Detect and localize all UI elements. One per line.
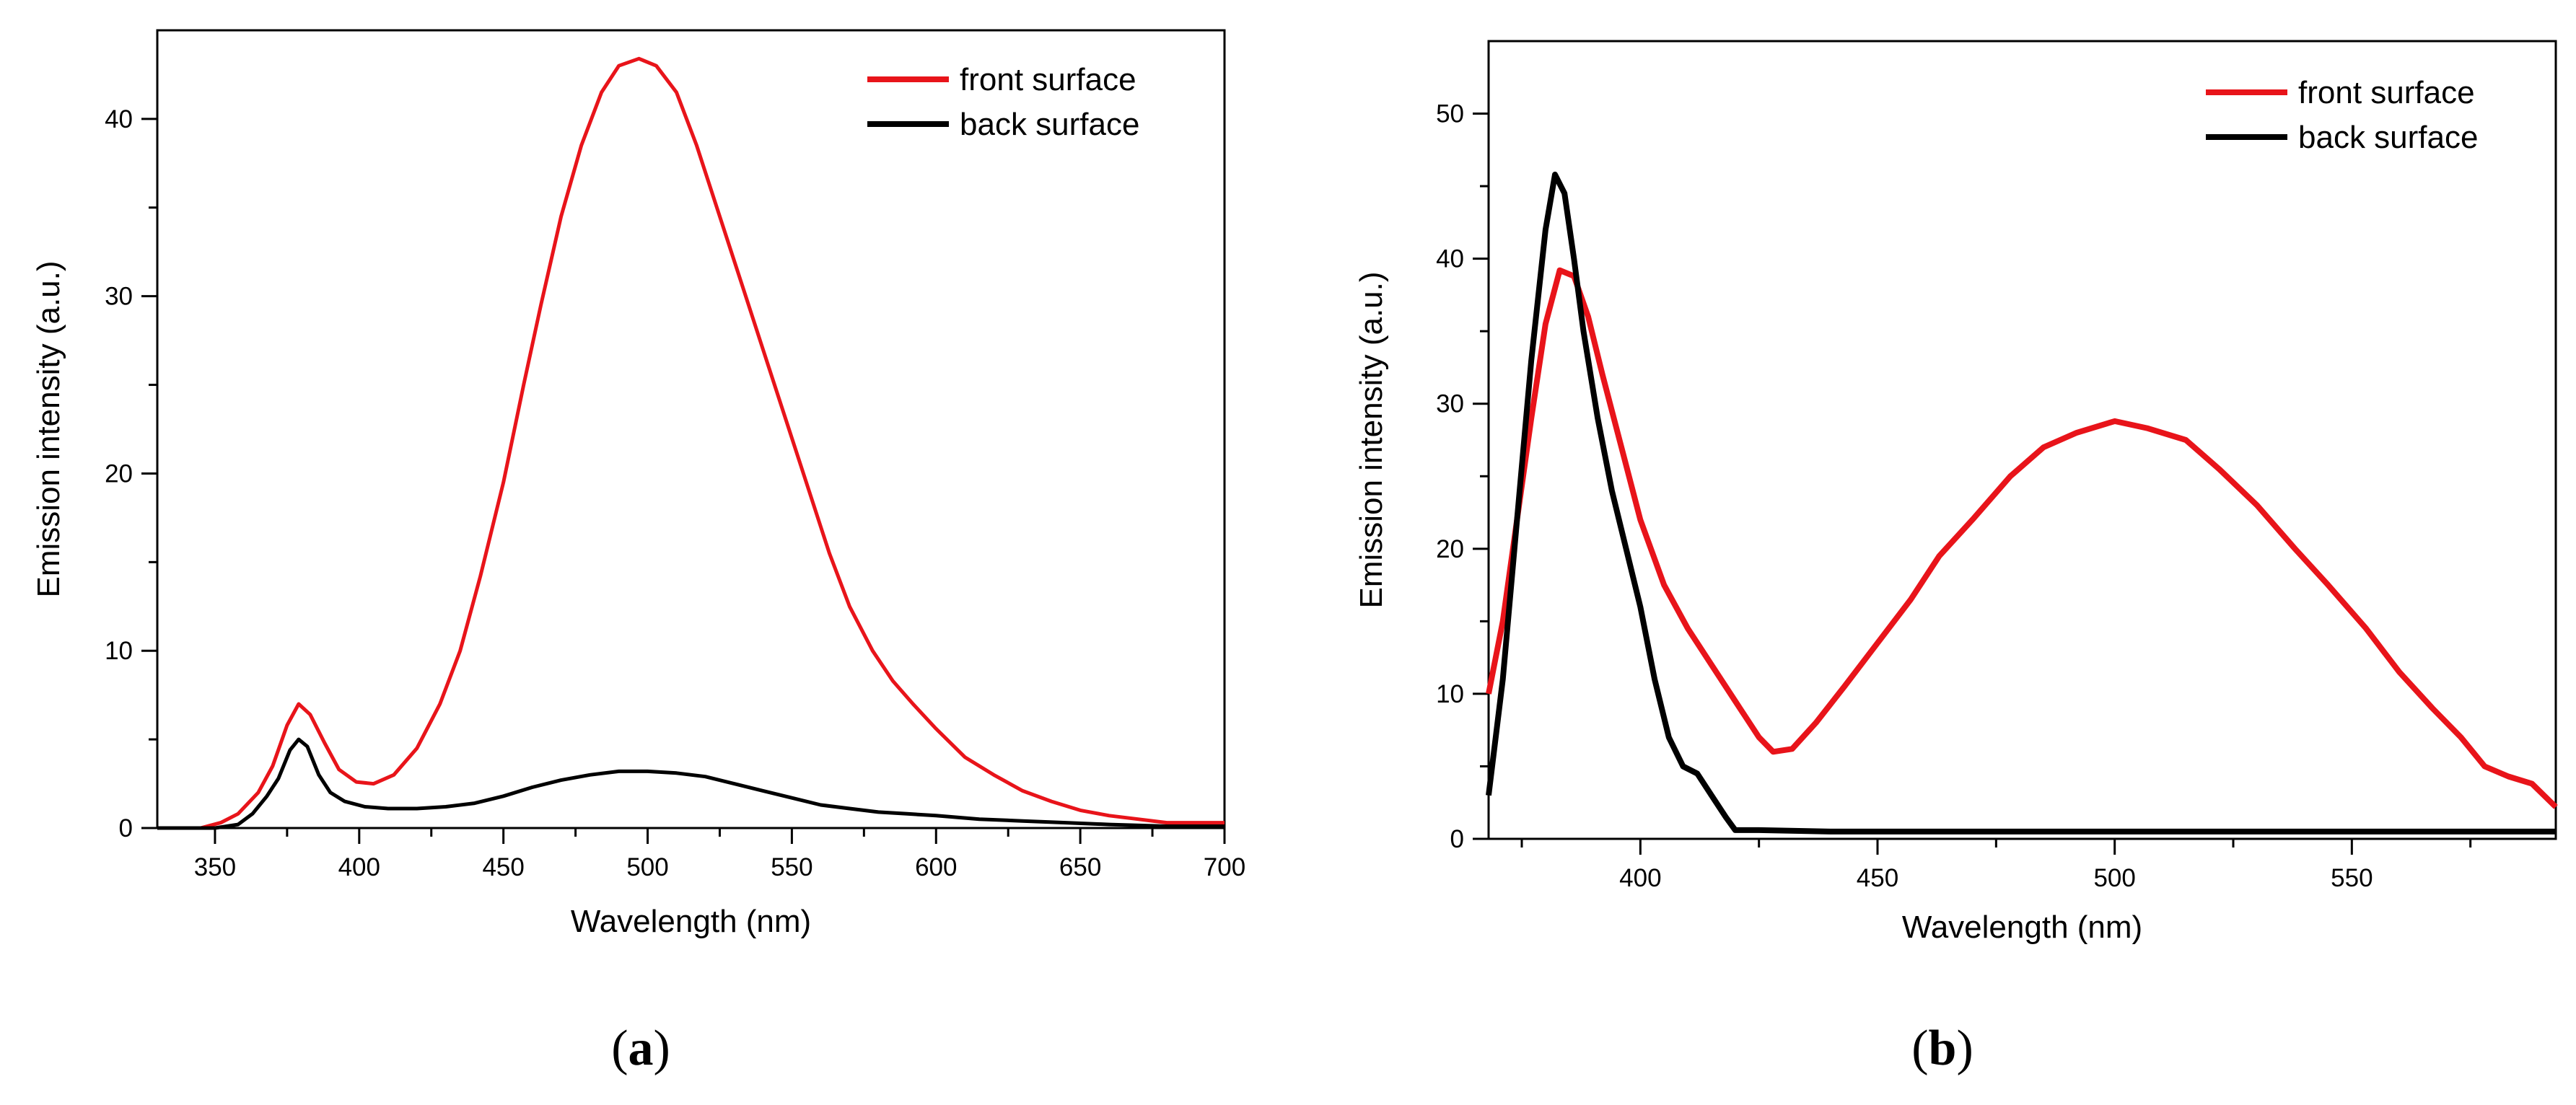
panel-b-caption-letter: b: [1929, 1021, 1957, 1076]
y-tick-label: 10: [1436, 680, 1464, 708]
y-tick-label: 0: [1450, 825, 1464, 853]
panel-a-ticks: 350 400 450 500 550 600 650 700 0 10 20 30 40: [105, 105, 1245, 881]
panel-b-legend: front surface back surface: [2206, 75, 2478, 155]
panel-b-legend-front-label: front surface: [2298, 75, 2475, 110]
x-tick-label: 650: [1059, 853, 1101, 881]
panel-a-x-axis-title: Wavelength (nm): [571, 904, 811, 939]
y-tick-label: 20: [1436, 535, 1464, 563]
panel-a-plot-frame: [156, 29, 1226, 829]
panel-b-y-axis-title: Emission intensity (a.u.): [1354, 271, 1389, 608]
series-front-surface-line: [1486, 267, 2558, 809]
panel-a-caption: (a): [611, 1021, 670, 1076]
panel-b-series: [1486, 172, 2558, 835]
y-tick-label: 10: [105, 637, 133, 665]
series-back-surface-line: [157, 737, 1225, 830]
panel-b-caption: (b): [1911, 1021, 1973, 1076]
x-tick-label: 500: [2093, 864, 2135, 892]
y-tick-label: 40: [1436, 245, 1464, 273]
x-tick-label: 500: [626, 853, 668, 881]
panel-a: 350 400 450 500 550 600 650 700 0 10 20 30 40 Wavele…: [31, 29, 1245, 1076]
y-tick-label: 40: [105, 105, 133, 133]
x-tick-label: 450: [482, 853, 524, 881]
x-tick-label: 700: [1204, 853, 1245, 881]
x-tick-label: 400: [338, 853, 380, 881]
panel-a-legend: front surface back surface: [867, 62, 1139, 142]
x-tick-label: 450: [1857, 864, 1898, 892]
x-tick-label: 600: [915, 853, 957, 881]
panel-a-legend-back-label: back surface: [960, 107, 1139, 142]
panel-a-series: [157, 56, 1225, 830]
y-tick-label: 30: [105, 283, 133, 311]
panel-b-ticks: 400 450 500 550 0 10 20 30 40 50: [1436, 100, 2472, 892]
x-tick-label: 550: [771, 853, 812, 881]
panel-a-legend-front-label: front surface: [960, 62, 1136, 97]
x-tick-label: 550: [2331, 864, 2373, 892]
panel-a-y-axis-title: Emission intensity (a.u.): [31, 260, 66, 597]
x-tick-label: 350: [194, 853, 236, 881]
y-tick-label: 20: [105, 459, 133, 488]
y-tick-label: 0: [119, 814, 133, 842]
panel-a-caption-letter: a: [628, 1021, 654, 1076]
series-front-surface-line: [157, 56, 1225, 830]
x-tick-label: 400: [1619, 864, 1661, 892]
panel-b-legend-back-label: back surface: [2298, 120, 2478, 155]
panel-b-x-axis-title: Wavelength (nm): [1902, 910, 2142, 945]
y-tick-label: 50: [1436, 100, 1464, 128]
series-back-surface-line: [1486, 172, 2556, 835]
panel-b-plot-frame: [1487, 40, 2557, 840]
y-tick-label: 30: [1436, 390, 1464, 418]
